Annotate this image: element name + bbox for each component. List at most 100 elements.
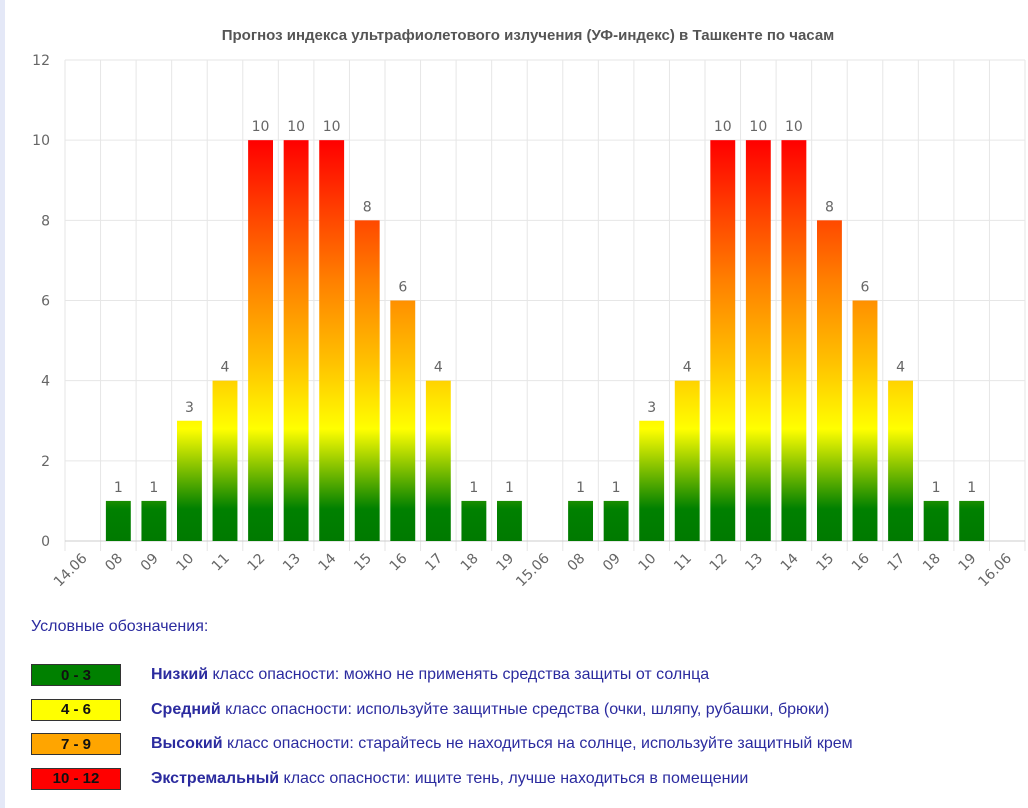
legend-text-low: Низкий класс опасности: можно не применя… [151, 666, 709, 684]
x-tick-label: 08 [102, 551, 126, 575]
x-tick-label: 13 [742, 551, 766, 575]
data-label: 1 [505, 480, 514, 496]
legend-desc-low: класс опасности: можно не применять сред… [208, 666, 710, 684]
y-tick-label: 6 [41, 294, 50, 310]
data-label: 4 [434, 360, 443, 376]
bar [603, 500, 629, 541]
x-tick-label: 17 [884, 551, 908, 575]
bar [710, 140, 736, 541]
legend-item-extreme: 10 - 12 Экстремальный класс опасности: и… [31, 762, 1021, 797]
legend-title: Условные обозначения: [31, 618, 209, 635]
data-label: 4 [221, 360, 230, 376]
legend-desc-extreme: класс опасности: ищите тень, лучше наход… [279, 769, 749, 787]
legend-desc-high: класс опасности: старайтесь не находитьс… [222, 735, 853, 753]
bar [888, 380, 913, 541]
bar [745, 140, 771, 541]
legend-swatch-extreme: 10 - 12 [31, 767, 121, 790]
x-tick-label: 10 [636, 551, 660, 575]
bar [674, 380, 700, 541]
legend-swatch-high: 7 - 9 [31, 733, 121, 756]
legend-swatch-medium: 4 - 6 [31, 698, 121, 721]
legend-text-medium: Средний класс опасности: используйте защ… [151, 701, 829, 719]
x-tick-label: 09 [138, 551, 162, 575]
chart-title: Прогноз индекса ультрафиолетового излуче… [222, 27, 835, 44]
legend-desc-medium: класс опасности: используйте защитные ср… [220, 700, 830, 718]
x-tick-label: 14 [778, 550, 802, 574]
x-tick-label: 12 [707, 551, 731, 575]
x-tick-label: 14.06 [51, 550, 91, 590]
y-tick-label: 10 [32, 133, 50, 149]
legend-text-high: Высокий класс опасности: старайтесь не н… [151, 735, 853, 753]
bar [852, 300, 878, 541]
x-tick-label: 19 [493, 551, 517, 575]
x-tick-label: 17 [422, 551, 446, 575]
bar [319, 140, 345, 541]
y-tick-label: 4 [41, 374, 50, 390]
data-label: 1 [469, 480, 478, 496]
x-tick-label: 09 [600, 551, 624, 575]
x-tick-label: 18 [458, 551, 482, 575]
bars [105, 140, 985, 542]
x-tick-label: 18 [920, 551, 944, 575]
data-label: 4 [896, 360, 905, 376]
bar [568, 500, 593, 541]
x-tick-label: 16 [849, 550, 873, 574]
x-tick-label: 19 [956, 551, 980, 575]
x-tick-label: 14 [316, 550, 340, 574]
bar [923, 500, 949, 541]
x-tick-label: 11 [209, 551, 233, 575]
legend-class-low: Низкий [151, 666, 209, 684]
x-tick-label: 11 [671, 551, 695, 575]
page-left-border [0, 0, 5, 808]
grid [64, 59, 1026, 551]
data-label: 10 [714, 119, 732, 135]
x-tick-label: 15.06 [513, 550, 553, 590]
bar [959, 500, 985, 541]
bar [817, 220, 842, 542]
data-label: 6 [398, 280, 407, 296]
bar [639, 420, 665, 541]
data-label: 10 [785, 119, 803, 135]
x-tick-label: 15 [813, 551, 837, 575]
legend: Условные обозначения: 0 - 3 Низкий класс… [31, 618, 1021, 796]
data-label: 10 [323, 119, 341, 135]
legend-text-extreme: Экстремальный класс опасности: ищите тен… [151, 770, 748, 788]
data-label: 3 [647, 400, 656, 416]
x-tick-label: 16.06 [975, 550, 1015, 590]
bar [105, 500, 131, 541]
bar [248, 140, 273, 541]
data-label: 1 [114, 480, 123, 496]
x-tick-label: 13 [280, 551, 304, 575]
y-tick-label: 12 [32, 53, 50, 69]
data-label: 1 [576, 480, 585, 496]
x-tick-label: 16 [387, 550, 411, 574]
data-label: 10 [252, 119, 270, 135]
data-label: 1 [932, 480, 941, 496]
data-label: 1 [967, 480, 976, 496]
bar [390, 300, 416, 541]
x-tick-label: 12 [244, 551, 268, 575]
legend-class-high: Высокий [151, 735, 223, 753]
x-tick-label: 15 [351, 551, 375, 575]
y-tick-label: 8 [41, 213, 50, 229]
bar [177, 420, 202, 541]
uv-index-chart: Прогноз индекса ультрафиолетового излуче… [32, 27, 1026, 590]
data-label: 6 [861, 280, 870, 296]
bar [425, 380, 451, 541]
bar [781, 140, 807, 541]
y-tick-label: 0 [41, 534, 50, 550]
bar [497, 500, 522, 541]
data-label: 8 [363, 199, 372, 215]
data-label: 10 [749, 119, 767, 135]
x-tick-label: 08 [564, 551, 588, 575]
data-label: 1 [149, 480, 158, 496]
x-tick-label: 10 [173, 551, 197, 575]
bar [461, 500, 487, 541]
legend-item-high: 7 - 9 Высокий класс опасности: старайтес… [31, 727, 1021, 762]
data-label: 8 [825, 199, 834, 215]
bar [283, 140, 309, 541]
data-labels: 1 1 3 4 10 10 10 8 6 4 1 1 1 1 3 4 10 10 10 8 6 4 1 1 [114, 119, 976, 496]
bar [354, 220, 380, 542]
data-label: 10 [287, 119, 305, 135]
